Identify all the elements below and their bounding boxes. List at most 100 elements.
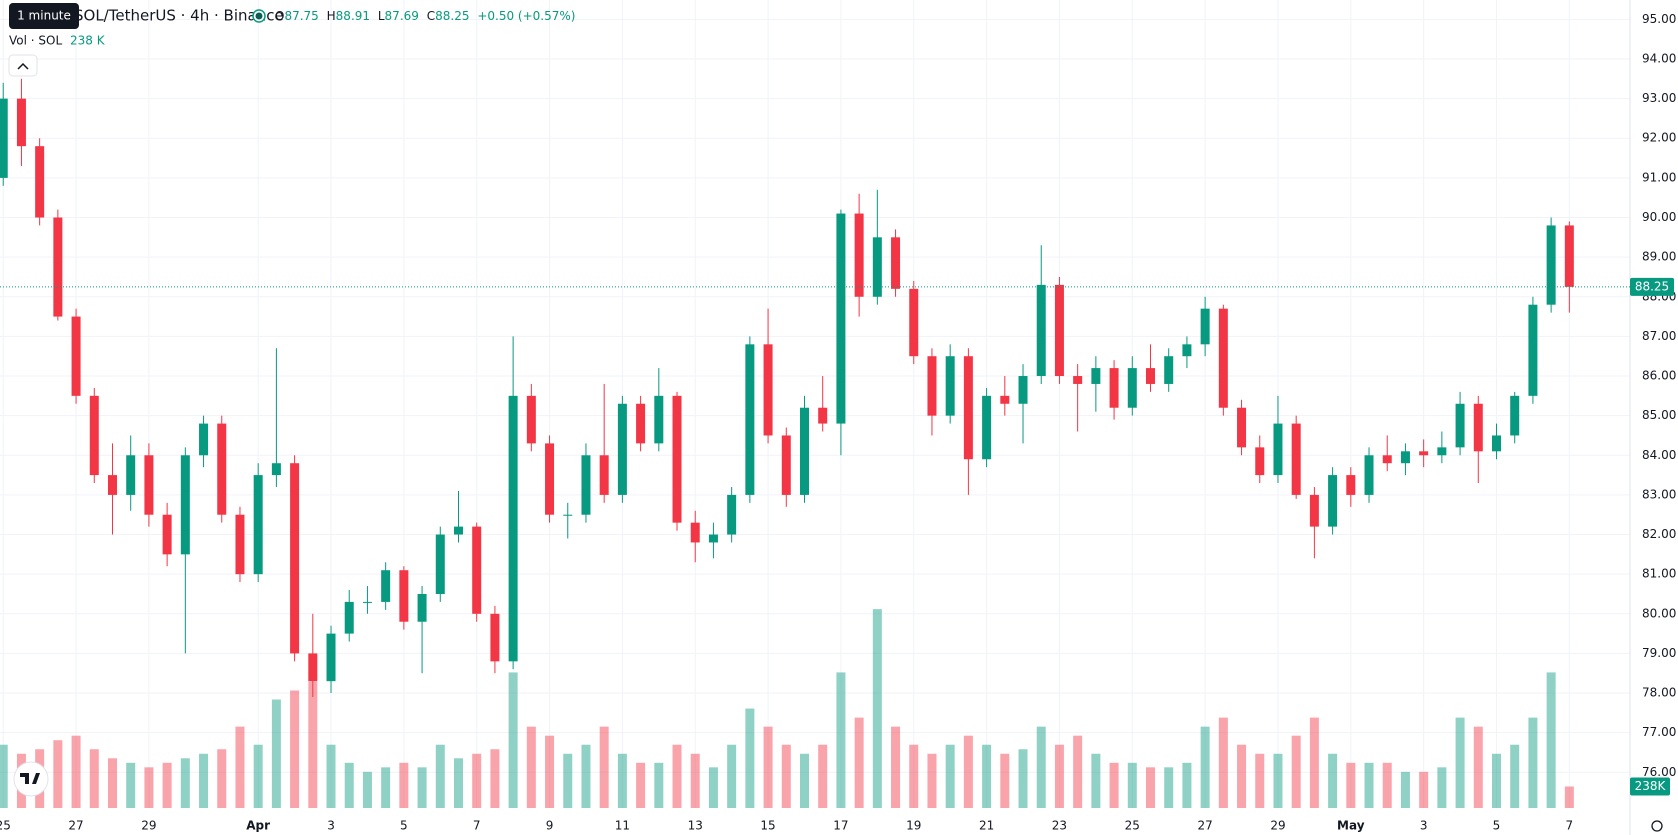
volume-bar <box>1455 717 1465 808</box>
volume-bar <box>1473 726 1483 808</box>
x-tick-label: Apr <box>246 819 270 833</box>
settings-icon[interactable] <box>1651 820 1663 832</box>
candle-body <box>1200 308 1210 345</box>
candle-body <box>35 146 45 218</box>
volume-bar <box>1328 753 1338 808</box>
volume-bar <box>126 762 136 808</box>
volume-bar <box>199 753 209 808</box>
candle-body <box>16 98 26 147</box>
x-tick-label: 27 <box>1197 819 1212 833</box>
y-tick-label: 80.00 <box>1642 606 1676 620</box>
candle-body <box>417 593 427 622</box>
volume-bar <box>636 762 646 808</box>
candle-body <box>636 403 646 444</box>
collapse-button[interactable] <box>8 54 38 77</box>
volume-bar <box>727 744 737 808</box>
volume-bar <box>1145 767 1155 808</box>
volume-bar <box>745 708 755 808</box>
legend-o: O <box>275 9 284 23</box>
candle-body <box>217 423 227 515</box>
y-tick-label: 76.00 <box>1642 765 1676 779</box>
legend-c: C <box>427 9 435 23</box>
symbol-title: SOL/TetherUS · 4h · Binance <box>74 7 284 25</box>
candle-body <box>1000 395 1010 404</box>
volume-bar <box>381 767 391 808</box>
candle-body <box>1018 376 1028 404</box>
x-tick-label: 23 <box>1052 819 1067 833</box>
volume-bar <box>781 744 791 808</box>
legend-l: L <box>378 9 385 23</box>
candle-body <box>144 455 154 515</box>
x-tick-label: 25 <box>0 819 11 833</box>
volume-bar <box>0 744 8 808</box>
volume-bar <box>1546 672 1556 808</box>
market-status-dot <box>255 12 263 20</box>
volume-bar <box>654 762 664 808</box>
volume-bar <box>581 744 591 808</box>
legend-open: 87.75 <box>284 9 318 23</box>
candles <box>0 78 1574 698</box>
y-tick-label: 83.00 <box>1642 487 1676 501</box>
volume-bar <box>1218 717 1228 808</box>
volume-bar <box>1109 762 1119 808</box>
candle-body <box>107 475 117 495</box>
x-tick-label: 19 <box>906 819 921 833</box>
volume-bar <box>1164 767 1174 808</box>
candle-body <box>854 213 864 297</box>
volume-bar <box>1400 771 1410 808</box>
volume-bar <box>1036 726 1046 808</box>
candle-body <box>799 407 809 495</box>
legend-change: +0.50 (+0.57%) <box>477 9 575 23</box>
candle-body <box>1528 304 1538 396</box>
candle-body <box>381 570 391 602</box>
y-tick-label: 87.00 <box>1642 329 1676 343</box>
volume-bar <box>1127 762 1137 808</box>
tv-logo[interactable] <box>13 761 49 797</box>
collapse-icon <box>17 62 29 70</box>
volume-bar <box>217 749 227 808</box>
x-tick-label: 27 <box>68 819 83 833</box>
candle-body <box>563 514 573 516</box>
volume-bar <box>1491 753 1501 808</box>
candle-body <box>1036 284 1046 377</box>
volume-bar <box>1091 753 1101 808</box>
candle-body <box>1510 395 1520 436</box>
volume-bar <box>362 771 372 808</box>
volume-bar <box>417 767 427 808</box>
candle-body <box>690 522 700 543</box>
x-tick-label: 7 <box>1566 819 1574 833</box>
x-tick-label: 17 <box>833 819 848 833</box>
y-tick-label: 93.00 <box>1642 91 1676 105</box>
candle-body <box>308 653 318 682</box>
volume-bar <box>963 735 973 808</box>
legend-close: 88.25 <box>435 9 469 23</box>
x-tick-label: 13 <box>688 819 703 833</box>
candle-body <box>781 435 791 495</box>
x-tick-label: 3 <box>327 819 335 833</box>
y-tick-label: 94.00 <box>1642 51 1676 65</box>
last-price-label: 88.25 <box>1635 279 1669 293</box>
legend-h: H <box>327 9 336 23</box>
candle-body <box>982 395 992 460</box>
candle-body <box>891 237 901 289</box>
volume-bar <box>271 699 281 808</box>
volume-bar <box>526 726 536 808</box>
volume-bar <box>1291 735 1301 808</box>
volume-bar <box>1255 753 1265 808</box>
candle-body <box>1473 403 1483 452</box>
tooltip-text: 1 minute <box>17 9 71 23</box>
candle-body <box>235 514 245 575</box>
legend-high: 88.91 <box>336 9 370 23</box>
candle-body <box>1455 403 1465 448</box>
volume-bar <box>945 744 955 808</box>
candle-body <box>1182 344 1192 357</box>
volume-bar <box>982 744 992 808</box>
candle-body <box>1419 451 1429 456</box>
volume-bar <box>1564 786 1574 808</box>
volume-bar <box>1528 717 1538 808</box>
candle-body <box>1400 451 1410 464</box>
last-volume-box <box>1630 777 1670 796</box>
candle-body <box>1546 225 1556 305</box>
y-tick-label: 89.00 <box>1642 250 1676 264</box>
